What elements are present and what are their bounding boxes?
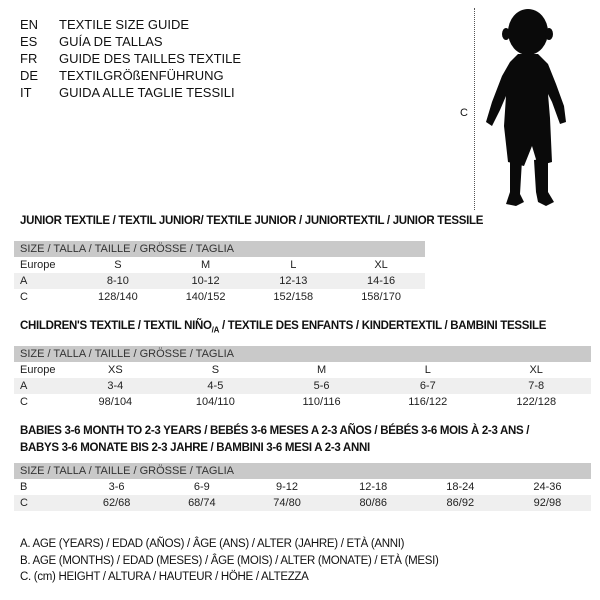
- table-row: Europe XS S M L XL: [20, 364, 543, 376]
- junior-size-table: SIZE / TALLA / TAILLE / GRÖSSE / TAGLIA …: [14, 241, 425, 305]
- height-label: C: [460, 107, 468, 119]
- child-height-figure: C: [460, 0, 580, 215]
- babies-title-line2: BABYS 3-6 MONATE BIS 2-3 JAHRE / BAMBINI…: [20, 442, 370, 454]
- children-size-table: SIZE / TALLA / TAILLE / GRÖSSE / TAGLIA …: [14, 346, 591, 410]
- height-dotted-line: [474, 8, 475, 210]
- lang-line-de: DE TEXTILGRÖßENFÜHRUNG: [20, 68, 224, 83]
- table-row: A 3-4 4-5 5-6 6-7 7-8: [14, 378, 591, 394]
- table-row: C 62/68 68/74 74/80 80/86 86/92 92/98: [14, 495, 591, 511]
- table-header-row: SIZE / TALLA / TAILLE / GRÖSSE / TAGLIA: [14, 346, 591, 362]
- children-title: CHILDREN'S TEXTILE / TEXTIL NIÑO/A / TEX…: [20, 320, 547, 335]
- table-row: A 8-10 10-12 12-13 14-16: [14, 273, 425, 289]
- table-row: B 3-6 6-9 9-12 12-18 18-24 24-36: [20, 481, 562, 493]
- table-row: Europe S M L XL: [20, 259, 388, 271]
- legend-height: C. (cm) HEIGHT / ALTURA / HAUTEUR / HÖHE…: [20, 571, 309, 583]
- table-row: C 98/104 104/110 110/116 116/122 122/128: [20, 396, 557, 408]
- legend-age-years: A. AGE (YEARS) / EDAD (AÑOS) / ÂGE (ANS)…: [20, 538, 405, 550]
- table-header-row: SIZE / TALLA / TAILLE / GRÖSSE / TAGLIA: [14, 463, 591, 479]
- lang-line-it: IT GUIDA ALLE TAGLIE TESSILI: [20, 85, 235, 100]
- legend-age-months: B. AGE (MONTHS) / EDAD (MESES) / ÂGE (MO…: [20, 555, 439, 567]
- lang-line-en: EN TEXTILE SIZE GUIDE: [20, 17, 190, 32]
- table-row: C 128/140 140/152 152/158 158/170: [20, 291, 401, 303]
- babies-title-line1: BABIES 3-6 MONTH TO 2-3 YEARS / BEBÉS 3-…: [20, 425, 530, 437]
- table-header-row: SIZE / TALLA / TAILLE / GRÖSSE / TAGLIA: [14, 241, 425, 257]
- junior-title: JUNIOR TEXTILE / TEXTIL JUNIOR/ TEXTILE …: [20, 215, 484, 227]
- lang-line-fr: FR GUIDE DES TAILLES TEXTILE: [20, 51, 242, 66]
- lang-line-es: ES GUÍA DE TALLAS: [20, 34, 163, 49]
- child-silhouette-icon: [486, 9, 566, 206]
- babies-size-table: SIZE / TALLA / TAILLE / GRÖSSE / TAGLIA …: [14, 463, 591, 511]
